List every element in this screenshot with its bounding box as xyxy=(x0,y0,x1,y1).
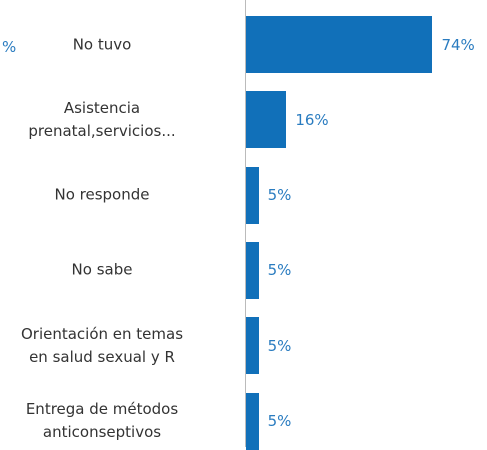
bar xyxy=(246,16,433,73)
category-label: Orientación en temas en salud sexual y R xyxy=(20,324,184,366)
value-label: 74% xyxy=(441,35,475,54)
value-label: 5% xyxy=(267,261,292,280)
axis-label: % xyxy=(2,38,17,56)
axis-line xyxy=(245,0,246,447)
value-label: 5% xyxy=(267,186,292,205)
value-label: 5% xyxy=(267,336,292,355)
bar xyxy=(246,317,259,375)
category-label: Entrega de métodos anticonseptivos xyxy=(25,400,179,441)
bar xyxy=(246,91,287,149)
value-label: 5% xyxy=(267,412,292,430)
category-label: No responde xyxy=(54,185,150,204)
bar xyxy=(246,241,259,299)
category-label: No sabe xyxy=(71,260,133,279)
category-label: No tuvo xyxy=(72,35,132,53)
bar xyxy=(246,392,259,450)
category-label: Asistencia prenatal,servicios... xyxy=(28,98,176,140)
value-label: 16% xyxy=(295,110,329,129)
bar xyxy=(246,166,259,224)
